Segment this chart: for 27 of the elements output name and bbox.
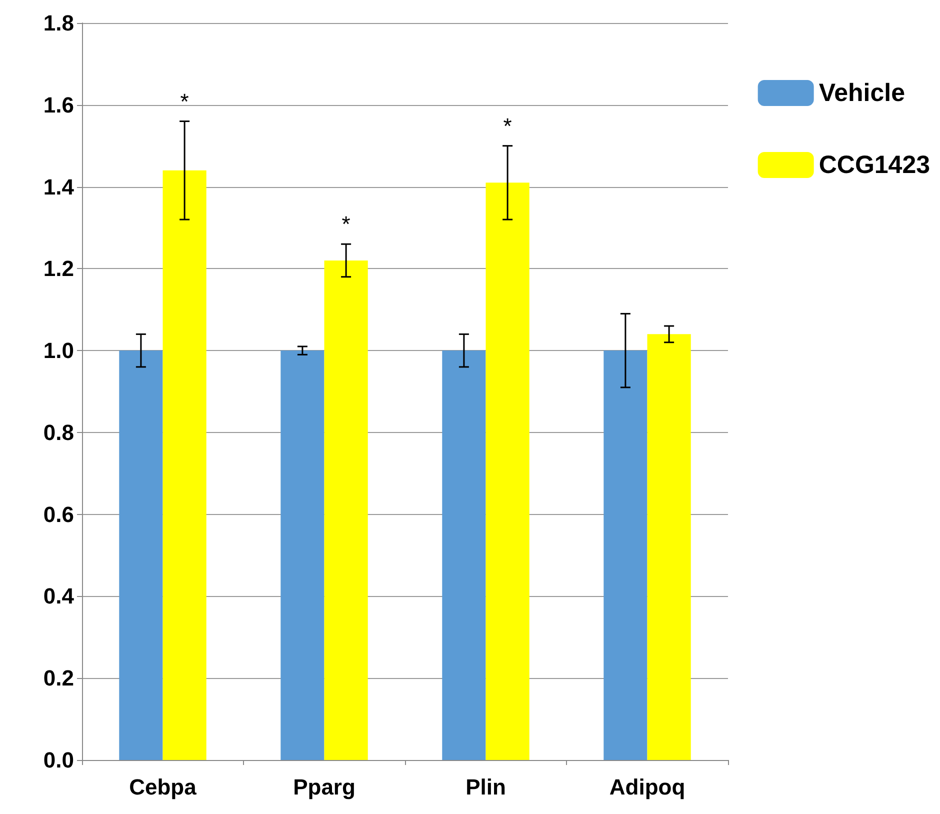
- y-tick-label: 1.6: [43, 92, 74, 118]
- y-tick-label: 1.0: [43, 338, 74, 364]
- bar: [119, 350, 163, 760]
- y-tick-label: 0.8: [43, 420, 74, 445]
- y-tick-label: 1.2: [43, 256, 74, 282]
- bar: [280, 350, 324, 760]
- x-tick-label: Adipoq: [609, 774, 686, 800]
- y-tick-label: 1.8: [43, 10, 74, 36]
- bar: [604, 350, 648, 760]
- x-tick-label: Pparg: [293, 774, 356, 800]
- annotation: *: [503, 113, 512, 138]
- x-tick-label: Cebpa: [129, 774, 198, 800]
- y-tick-label: 0.4: [43, 584, 75, 609]
- bar: [324, 260, 368, 760]
- bar: [162, 170, 206, 760]
- y-tick-label: 1.4: [43, 174, 75, 200]
- annotation: *: [180, 88, 190, 114]
- legend-label: Vehicle: [818, 79, 906, 107]
- y-tick-label: 0.6: [43, 502, 74, 527]
- bar: [647, 334, 691, 760]
- y-tick-label: 0.0: [43, 748, 74, 772]
- annotation: *: [342, 212, 351, 237]
- y-tick-label: 0.2: [43, 666, 74, 691]
- bar: [442, 350, 486, 760]
- legend-label: CCG1423: [818, 151, 930, 179]
- bar: [486, 182, 530, 760]
- x-tick-label: Plin: [466, 774, 506, 800]
